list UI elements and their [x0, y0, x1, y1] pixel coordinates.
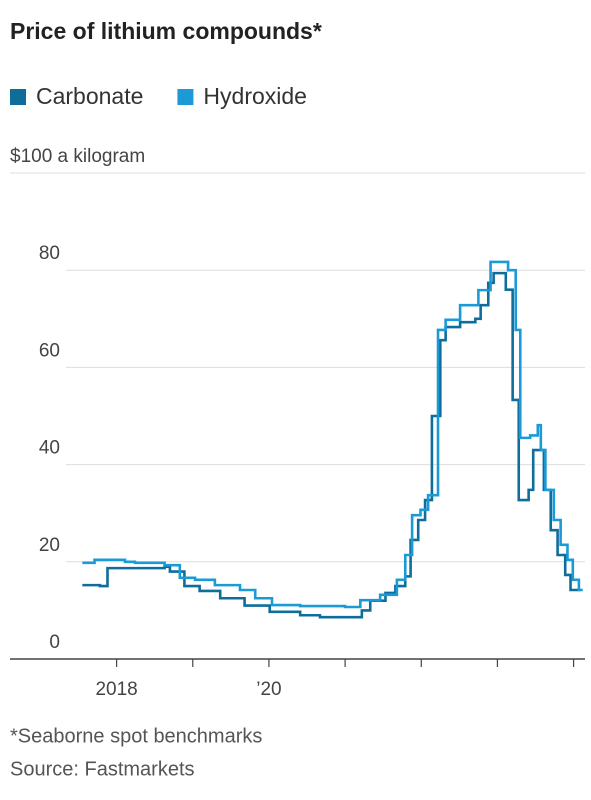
footnote: *Seaborne spot benchmarks [10, 725, 262, 747]
series-line [82, 271, 581, 619]
x-tick-label: 2018 [95, 679, 137, 700]
y-tick-label: 0 [49, 632, 60, 653]
y-tick-label: 60 [39, 340, 60, 361]
y-tick-label: $100 a kilogram [10, 146, 145, 167]
legend-label: Carbonate [36, 83, 143, 109]
series-line [82, 260, 583, 609]
x-tick-label: ’20 [256, 679, 281, 700]
y-tick-label: 20 [39, 535, 60, 556]
chart-title: Price of lithium compounds* [10, 18, 322, 44]
legend-swatch [177, 89, 194, 105]
y-tick-label: 80 [39, 243, 60, 264]
legend-swatch [10, 89, 26, 105]
source: Source: Fastmarkets [10, 758, 195, 780]
legend-label: Hydroxide [203, 83, 307, 109]
y-tick-label: 40 [39, 438, 60, 459]
